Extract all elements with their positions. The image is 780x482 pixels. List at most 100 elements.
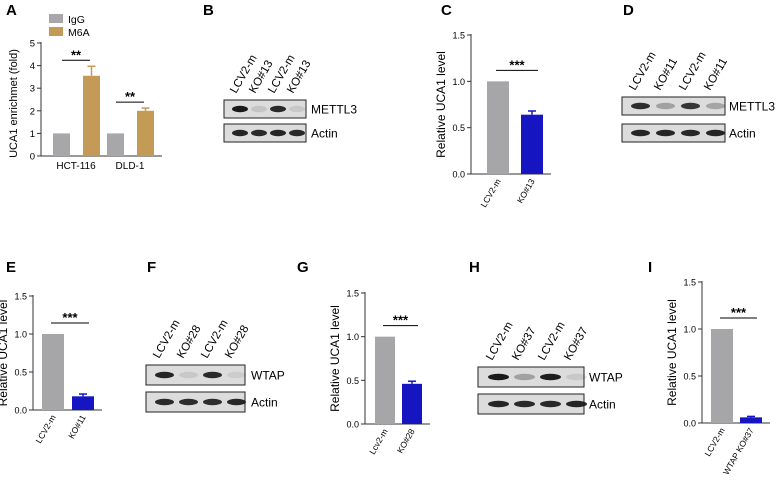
lane-label: KO#37 <box>562 325 590 362</box>
y-tick-label: 0.5 <box>452 123 465 133</box>
chart-panel-c: 0.0 0.5 1.0 1.5 LCV2-m KO#13 *** Relative UCA1 … <box>434 31 551 209</box>
y-tick-label: 0.0 <box>346 420 359 430</box>
blot-row-label: Actin <box>311 127 338 141</box>
panel-label-b: B <box>203 2 214 19</box>
panel-labels: A B C D E F G H I <box>6 2 652 276</box>
band <box>488 373 509 381</box>
band <box>681 129 700 137</box>
y-axis-label: Relative UCA1 level <box>0 300 10 407</box>
blot-row-label: Actin <box>589 398 616 412</box>
x-tick-label: LCV2-m <box>478 177 502 209</box>
bar <box>375 336 395 424</box>
bar <box>402 383 422 424</box>
blot-row-label: METTL3 <box>311 103 357 117</box>
band <box>227 398 246 406</box>
y-tick-label: 4 <box>30 61 35 72</box>
y-tick-label: 1.5 <box>14 292 27 302</box>
band <box>681 102 700 110</box>
x-tick-label: WTAP KO#37 <box>721 426 756 477</box>
band <box>289 105 305 113</box>
y-tick-label: 2 <box>30 106 35 117</box>
bar <box>487 81 509 174</box>
chart-panel-e: 0.0 0.5 1.0 1.5 LCV2-m KO#11 *** Relative UCA1 … <box>0 292 102 445</box>
significance-label: ** <box>71 47 82 62</box>
band <box>514 400 535 408</box>
band <box>251 129 267 137</box>
band <box>227 371 246 379</box>
band <box>179 371 198 379</box>
y-tick-label: 3 <box>30 84 35 95</box>
panel-label-h: H <box>469 259 480 276</box>
chart-panel-g: 0.0 0.5 1.0 1.5 Lcv2-m KO#28 *** Relative UCA1 … <box>328 289 430 456</box>
blot-strip <box>145 364 246 386</box>
y-axis-label: Relative UCA1 level <box>665 299 679 406</box>
lane-label: KO#11 <box>702 56 730 92</box>
band <box>540 373 561 381</box>
y-tick-label: 0.5 <box>683 372 696 382</box>
band <box>656 102 675 110</box>
band <box>289 129 305 137</box>
bar <box>107 133 124 156</box>
band <box>155 398 174 406</box>
blot-strip <box>477 366 585 388</box>
band <box>631 129 650 137</box>
y-tick-label: 0.5 <box>14 368 27 378</box>
band <box>706 129 725 137</box>
panel-label-e: E <box>6 259 16 276</box>
lane-label: KO#37 <box>510 325 538 362</box>
significance-label: *** <box>731 305 747 320</box>
bar <box>711 329 733 423</box>
y-tick-label: 1.5 <box>683 278 696 288</box>
legend-label: M6A <box>68 27 90 39</box>
y-tick-label: 0.5 <box>346 376 359 386</box>
band <box>270 129 286 137</box>
y-tick-label: 1.0 <box>452 77 465 87</box>
legend-label: IgG <box>68 14 85 26</box>
panel-label-c: C <box>441 2 452 19</box>
significance-label: *** <box>62 310 78 325</box>
y-tick-label: 1.5 <box>346 289 359 299</box>
blot-row-label: WTAP <box>589 371 623 385</box>
x-tick-label: HCT-116 <box>56 161 96 172</box>
blot-row-label: Actin <box>729 127 756 141</box>
legend-swatch <box>49 27 63 36</box>
x-tick-label: KO#28 <box>395 427 417 455</box>
significance-label: ** <box>125 89 136 104</box>
bar <box>83 75 100 156</box>
x-tick-label: DLD-1 <box>116 161 145 172</box>
band <box>270 105 286 113</box>
blot-strip <box>621 96 726 116</box>
x-tick-label: Lcv2-m <box>367 427 390 456</box>
blot-row-label: Actin <box>251 396 278 410</box>
band <box>514 373 535 381</box>
y-tick-label: 0.0 <box>14 406 27 416</box>
x-tick-label: KO#11 <box>66 413 88 441</box>
panel-label-i: I <box>648 259 652 276</box>
y-tick-label: 1 <box>30 129 35 140</box>
x-tick-label: LCV2-m <box>33 413 57 445</box>
y-tick-label: 0.0 <box>452 170 465 180</box>
y-tick-label: 1.0 <box>346 332 359 342</box>
band <box>179 398 198 406</box>
band <box>706 102 725 110</box>
band <box>155 371 174 379</box>
blot-row-label: WTAP <box>251 369 285 383</box>
y-tick-label: 0 <box>30 152 35 163</box>
panel-label-a: A <box>6 2 17 19</box>
band <box>631 102 650 110</box>
y-tick-label: 5 <box>30 39 35 50</box>
bar <box>53 133 70 156</box>
bar <box>521 114 543 174</box>
bar <box>72 396 94 410</box>
x-tick-label: LCV2-m <box>702 426 726 458</box>
y-tick-label: 1.0 <box>683 325 696 335</box>
significance-label: *** <box>393 313 409 328</box>
legend-swatch <box>49 14 63 23</box>
band <box>566 373 587 381</box>
